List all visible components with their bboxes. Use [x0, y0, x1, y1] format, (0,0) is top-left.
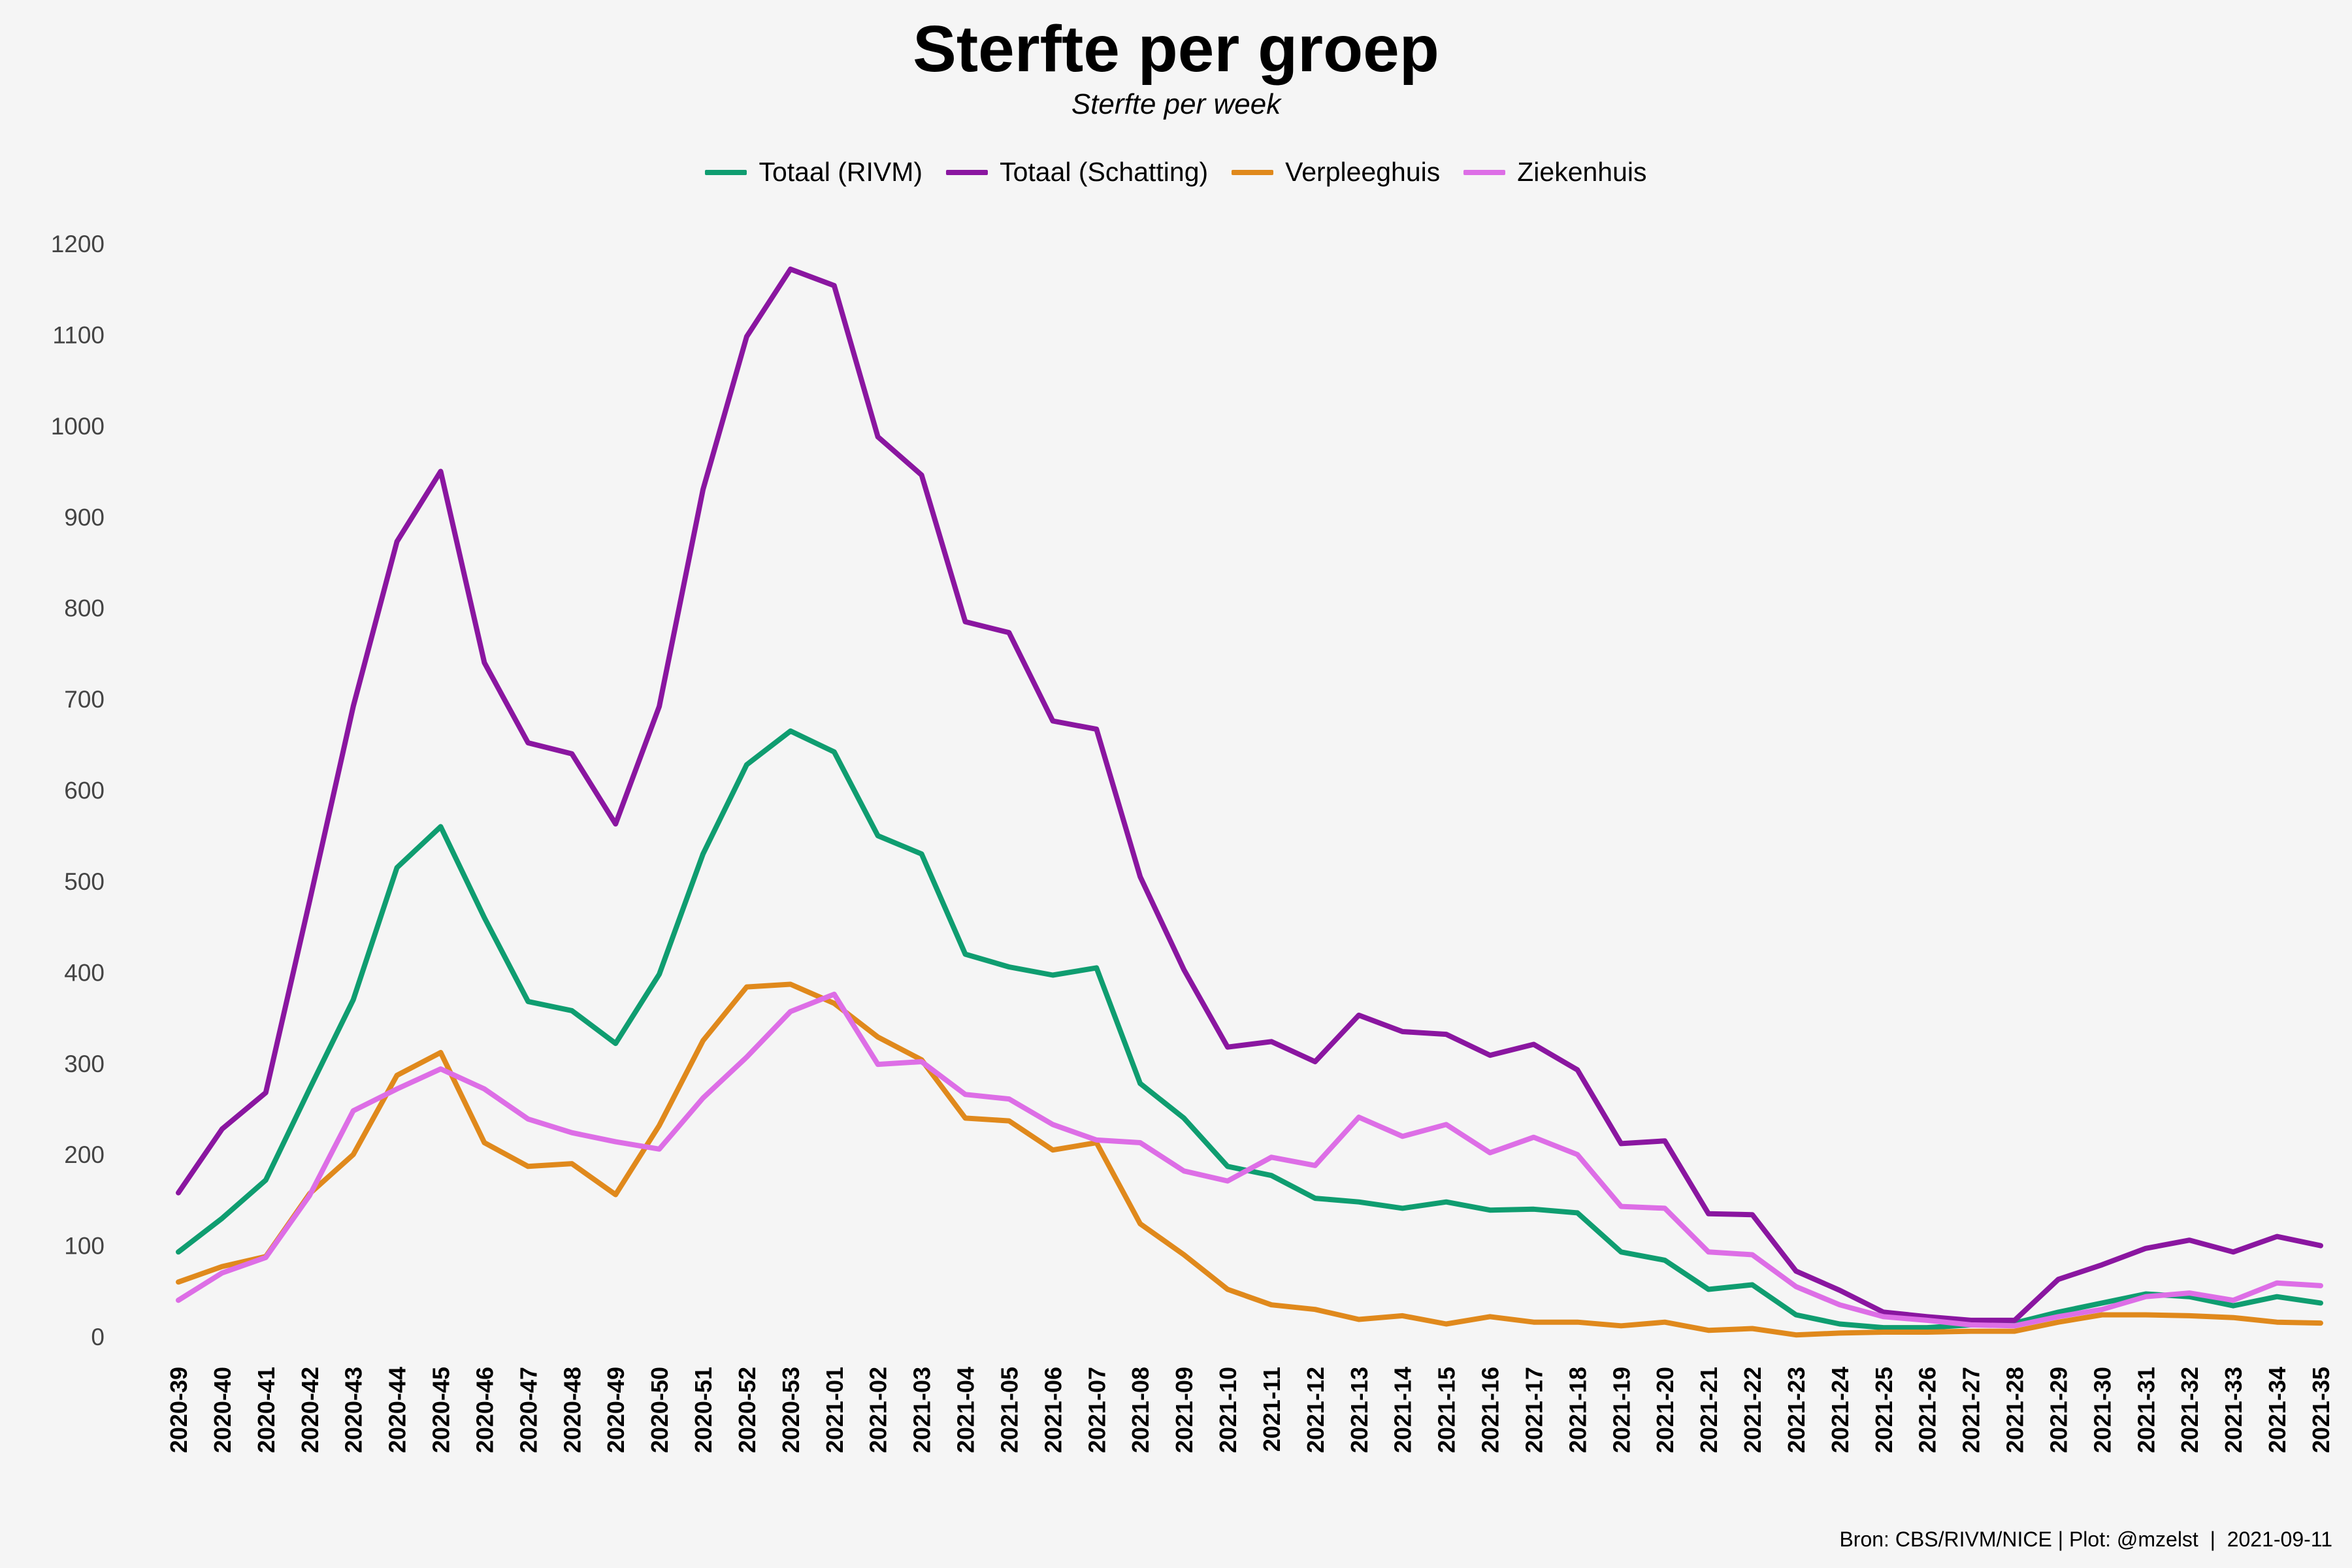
y-tick-label: 500	[64, 868, 105, 895]
x-tick-label: 2021-13	[1346, 1367, 1373, 1453]
legend-key	[1463, 169, 1506, 175]
x-tick-label: 2020-39	[165, 1367, 192, 1453]
y-axis: 0 100 200 300 400 500 600 700 800 900 1000 1100 1200	[51, 231, 105, 1350]
legend-key	[946, 169, 988, 175]
series-lines	[176, 267, 2323, 1338]
x-tick-label: 2021-25	[1870, 1367, 1897, 1453]
x-tick-label: 2021-27	[1958, 1367, 1985, 1453]
x-tick-label: 2020-51	[690, 1367, 717, 1453]
legend-label: Ziekenhuis	[1517, 157, 1647, 187]
y-tick-label: 400	[64, 959, 105, 986]
series-line-verpleeghuis	[176, 981, 2323, 1338]
series-line-totaal-schatting	[176, 267, 2323, 1323]
source-caption: Bron: CBS/RIVM/NICE | Plot: @mzelst | 20…	[1839, 1527, 2332, 1551]
x-tick-label: 2021-30	[2089, 1367, 2115, 1453]
x-tick-label: 2020-45	[428, 1367, 455, 1453]
x-tick-label: 2021-33	[2220, 1367, 2247, 1453]
x-axis: 2020-39 2020-40 2020-41 2020-42 2020-43 2020-…	[165, 1367, 2334, 1453]
y-tick-label: 100	[64, 1233, 105, 1260]
x-tick-label: 2021-20	[1652, 1367, 1678, 1453]
x-tick-label: 2020-44	[384, 1367, 411, 1453]
x-tick-label: 2021-06	[1039, 1367, 1066, 1453]
legend-label: Totaal (RIVM)	[759, 157, 923, 187]
x-tick-label: 2021-01	[821, 1367, 848, 1453]
y-tick-label: 800	[64, 595, 105, 622]
x-tick-label: 2020-47	[515, 1367, 542, 1453]
x-tick-label: 2021-09	[1171, 1367, 1198, 1453]
y-tick-label: 700	[64, 686, 105, 713]
y-tick-label: 600	[64, 777, 105, 804]
x-tick-label: 2021-32	[2176, 1367, 2203, 1453]
x-tick-label: 2020-41	[253, 1367, 280, 1453]
x-tick-label: 2021-16	[1477, 1367, 1504, 1453]
legend-label: Verpleeghuis	[1285, 157, 1441, 187]
x-tick-label: 2021-34	[2264, 1367, 2291, 1453]
x-tick-label: 2021-05	[996, 1367, 1022, 1453]
x-tick-label: 2020-49	[602, 1367, 629, 1453]
x-tick-label: 2020-52	[734, 1367, 760, 1453]
x-tick-label: 2021-18	[1564, 1367, 1591, 1453]
x-tick-label: 2021-19	[1608, 1367, 1635, 1453]
x-tick-label: 2021-14	[1390, 1367, 1416, 1453]
legend-item-ziekenhuis: Ziekenhuis	[1463, 157, 1647, 188]
y-tick-label: 200	[64, 1141, 105, 1168]
series-line-ziekenhuis	[176, 991, 2323, 1329]
x-tick-label: 2021-26	[1914, 1367, 1941, 1453]
x-tick-label: 2021-07	[1083, 1367, 1110, 1453]
x-tick-label: 2021-23	[1783, 1367, 1810, 1453]
x-tick-label: 2020-43	[340, 1367, 367, 1453]
x-tick-label: 2021-17	[1520, 1367, 1547, 1453]
x-tick-label: 2021-29	[2045, 1367, 2072, 1453]
legend-key	[705, 169, 747, 175]
y-tick-label: 1200	[51, 231, 105, 257]
chart-title: Sterfte per groep	[913, 12, 1439, 86]
y-tick-label: 0	[91, 1324, 105, 1350]
legend-label: Totaal (Schatting)	[1000, 157, 1209, 187]
y-tick-label: 300	[64, 1051, 105, 1077]
x-tick-label: 2020-48	[559, 1367, 585, 1453]
x-tick-label: 2020-42	[297, 1367, 323, 1453]
x-tick-label: 2021-21	[1695, 1367, 1722, 1453]
legend-item-totaal-rivm: Totaal (RIVM)	[705, 157, 923, 188]
y-tick-label: 1100	[52, 321, 105, 348]
legend: Totaal (RIVM) Totaal (Schatting) Verpleegh…	[0, 157, 2352, 188]
x-tick-label: 2021-22	[1739, 1367, 1766, 1453]
legend-item-verpleeghuis: Verpleeghuis	[1232, 157, 1440, 188]
x-tick-label: 2021-08	[1127, 1367, 1154, 1453]
x-tick-label: 2021-31	[2132, 1367, 2159, 1453]
chart-subtitle: Sterfte per week	[1071, 88, 1281, 120]
x-tick-label: 2021-02	[865, 1367, 892, 1453]
x-tick-label: 2020-40	[209, 1367, 236, 1453]
x-tick-label: 2021-35	[2308, 1367, 2334, 1453]
x-tick-label: 2020-53	[777, 1367, 804, 1453]
x-tick-label: 2021-03	[909, 1367, 936, 1453]
x-tick-label: 2021-24	[1827, 1367, 1854, 1453]
x-tick-label: 2020-50	[646, 1367, 673, 1453]
x-tick-label: 2020-46	[471, 1367, 498, 1453]
y-tick-label: 900	[64, 504, 105, 531]
x-tick-label: 2021-04	[953, 1367, 979, 1453]
legend-item-totaal-schatting: Totaal (Schatting)	[946, 157, 1208, 188]
x-tick-label: 2021-15	[1433, 1367, 1460, 1453]
x-tick-label: 2021-28	[2002, 1367, 2029, 1453]
legend-key	[1232, 169, 1274, 175]
y-tick-label: 1000	[51, 413, 105, 440]
x-tick-label: 2021-10	[1215, 1367, 1241, 1453]
series-line-totaal-rivm	[176, 728, 2323, 1331]
x-tick-label: 2021-12	[1302, 1367, 1329, 1453]
x-tick-label: 2021-11	[1258, 1367, 1285, 1452]
